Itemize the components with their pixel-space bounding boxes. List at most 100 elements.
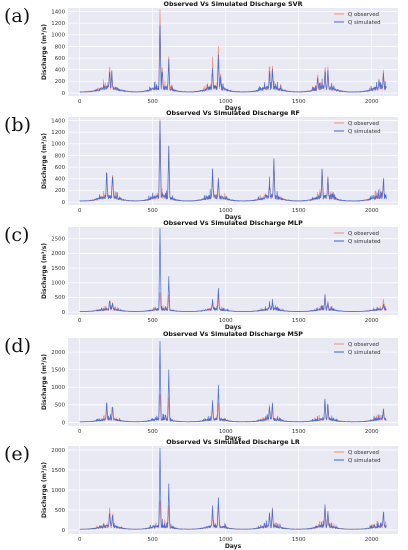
y-tick-label: 200 <box>55 188 66 194</box>
x-tick-label: 500 <box>148 208 159 214</box>
y-tick-label: 200 <box>55 79 66 85</box>
y-tick-label: 1400 <box>51 118 65 124</box>
y-tick-label: 1000 <box>51 385 65 391</box>
plot-area <box>68 227 398 315</box>
chart-panel-3: (c) Observed Vs Simulated Discharge MLP 0 5… <box>4 219 398 331</box>
x-tick-label: 2000 <box>365 429 379 435</box>
y-tick-label: 2500 <box>51 237 65 243</box>
y-tick-label: 1200 <box>51 130 65 136</box>
series-line-simulated <box>79 447 387 530</box>
legend-label: Q simulated <box>348 129 381 135</box>
plot-area <box>68 338 398 426</box>
legend-label: Q simulated <box>348 239 381 245</box>
y-tick-label: 1200 <box>51 21 65 27</box>
x-tick-label: 1500 <box>292 537 306 543</box>
panel-letter: (c) <box>4 224 29 246</box>
y-tick-label: 0 <box>62 310 66 316</box>
x-tick-label: 0 <box>78 429 82 435</box>
y-axis-label: Discharge (m³/s) <box>41 133 48 189</box>
y-axis-label: Discharge (m³/s) <box>41 354 48 410</box>
series-line-simulated <box>79 120 387 202</box>
y-tick-label: 800 <box>55 44 66 50</box>
chart-panel-2: (b) Observed Vs Simulated Discharge RF 0 20… <box>4 109 398 221</box>
y-tick-label: 600 <box>55 165 66 171</box>
series-line-simulated <box>79 340 387 423</box>
x-tick-label: 2000 <box>365 537 379 543</box>
x-tick-label: 0 <box>78 99 82 105</box>
panel-letter: (a) <box>4 5 30 27</box>
x-tick-label: 500 <box>148 537 159 543</box>
x-tick-label: 1000 <box>219 537 233 543</box>
x-tick-label: 0 <box>78 318 82 324</box>
x-tick-label: 1500 <box>292 318 306 324</box>
x-tick-label: 2000 <box>365 318 379 324</box>
y-tick-label: 1000 <box>51 281 65 287</box>
chart-title: Observed Vs Simulated Discharge M5P <box>163 330 303 338</box>
x-tick-label: 0 <box>78 208 82 214</box>
y-tick-label: 500 <box>55 295 66 301</box>
x-tick-label: 1000 <box>219 318 233 324</box>
x-tick-label: 500 <box>148 429 159 435</box>
y-tick-label: 600 <box>55 56 66 62</box>
x-tick-label: 1500 <box>292 429 306 435</box>
x-tick-label: 500 <box>148 99 159 105</box>
legend-label: Q observed <box>348 342 379 348</box>
x-axis-label: Days <box>225 435 242 442</box>
y-tick-label: 800 <box>55 153 66 159</box>
chart-title: Observed Vs Simulated Discharge SVR <box>164 0 303 8</box>
y-tick-label: 0 <box>62 91 66 97</box>
y-tick-label: 0 <box>62 420 66 426</box>
chart-panel-5: (e) Observed Vs Simulated Discharge LR 0 50… <box>4 438 398 550</box>
y-tick-label: 400 <box>55 68 66 74</box>
y-tick-label: 400 <box>55 177 66 183</box>
y-tick-label: 1500 <box>51 266 65 272</box>
x-tick-label: 1500 <box>292 208 306 214</box>
y-tick-label: 1500 <box>51 367 65 373</box>
x-axis-label: Days <box>225 543 242 550</box>
chart-title: Observed Vs Simulated Discharge LR <box>166 438 300 446</box>
chart-panel-4: (d) Observed Vs Simulated Discharge M5P 0 5… <box>4 330 398 442</box>
series-line-simulated <box>79 24 387 93</box>
legend-label: Q simulated <box>348 20 381 26</box>
x-tick-label: 500 <box>148 318 159 324</box>
legend-label: Q observed <box>348 231 379 237</box>
legend-label: Q observed <box>348 450 379 456</box>
x-tick-label: 1000 <box>219 99 233 105</box>
chart-title: Observed Vs Simulated Discharge RF <box>166 109 300 117</box>
y-tick-label: 1500 <box>51 468 65 474</box>
y-tick-label: 2000 <box>51 251 65 257</box>
y-tick-label: 1400 <box>51 9 65 15</box>
legend-label: Q observed <box>348 12 379 18</box>
y-axis-label: Discharge (m³/s) <box>41 462 48 518</box>
x-tick-label: 2000 <box>365 99 379 105</box>
y-tick-label: 500 <box>55 403 66 409</box>
x-tick-label: 1000 <box>219 208 233 214</box>
y-tick-label: 2000 <box>51 350 65 356</box>
chart-panel-1: (a) Observed Vs Simulated Discharge SVR 0 2… <box>4 0 398 112</box>
x-axis-label: Days <box>225 105 242 112</box>
x-axis-label: Days <box>225 324 242 331</box>
y-tick-label: 0 <box>62 200 66 206</box>
x-tick-label: 1000 <box>219 429 233 435</box>
x-tick-label: 0 <box>78 537 82 543</box>
panel-letter: (d) <box>4 335 31 357</box>
y-tick-label: 0 <box>62 528 66 534</box>
x-tick-label: 2000 <box>365 208 379 214</box>
y-tick-label: 1000 <box>51 142 65 148</box>
y-tick-label: 500 <box>55 508 66 514</box>
y-axis-label: Discharge (m³/s) <box>41 243 48 299</box>
x-axis-label: Days <box>225 214 242 221</box>
series-line-simulated <box>79 228 387 312</box>
x-tick-label: 1500 <box>292 99 306 105</box>
y-tick-label: 1000 <box>51 33 65 39</box>
legend-label: Q simulated <box>348 350 381 356</box>
y-tick-label: 2000 <box>51 448 65 454</box>
legend-label: Q simulated <box>348 458 381 464</box>
y-tick-label: 1000 <box>51 488 65 494</box>
legend-label: Q observed <box>348 121 379 127</box>
panel-letter: (e) <box>4 443 30 465</box>
chart-title: Observed Vs Simulated Discharge MLP <box>163 219 303 227</box>
panel-letter: (b) <box>4 114 31 136</box>
y-axis-label: Discharge (m³/s) <box>41 24 48 80</box>
